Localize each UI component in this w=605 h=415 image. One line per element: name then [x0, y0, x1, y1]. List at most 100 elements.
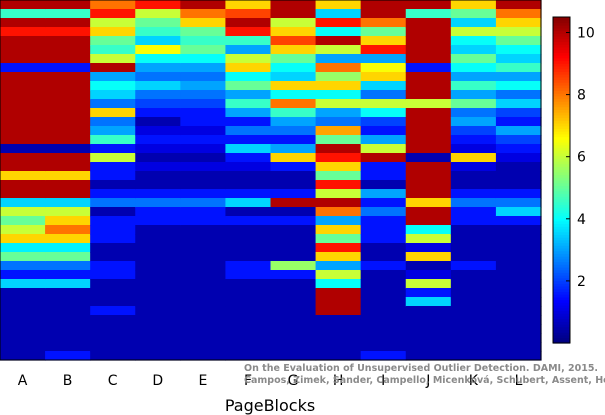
heatmap-cell [45, 18, 91, 28]
heatmap-cell [495, 171, 542, 181]
colorbar-band [553, 280, 570, 284]
heatmap-cell [0, 252, 46, 262]
heatmap-cell [270, 135, 317, 145]
heatmap-cell [495, 99, 542, 109]
heatmap-cell [0, 216, 46, 226]
heatmap-cell [270, 207, 317, 217]
heatmap-cell [45, 288, 91, 298]
heatmap-cell [495, 189, 542, 199]
x-tick-label: J [425, 373, 430, 389]
colorbar-band [553, 82, 570, 86]
heatmap-cell [90, 297, 136, 307]
heatmap-cell [270, 54, 317, 64]
colorbar-band [553, 17, 570, 21]
colorbar-band [553, 63, 570, 67]
heatmap-cell [495, 288, 542, 298]
colorbar-band [553, 275, 570, 279]
colorbar-band [553, 79, 570, 83]
heatmap-cell [450, 306, 497, 316]
heatmap-cell [225, 45, 272, 55]
heatmap-cell [45, 198, 91, 208]
heatmap-cell [180, 36, 227, 46]
heatmap-cell [405, 216, 452, 226]
heatmap-cell [180, 171, 227, 181]
heatmap-cell [360, 126, 407, 136]
heatmap-cell [90, 162, 136, 172]
heatmap-cell [360, 72, 407, 82]
colorbar-band [553, 95, 570, 100]
heatmap-cell [495, 153, 542, 163]
x-tick-label: D [152, 373, 163, 389]
heatmap-cell [0, 9, 46, 19]
heatmap-cell [270, 90, 317, 100]
heatmap-cell [45, 126, 91, 136]
heatmap-cell [405, 333, 452, 343]
heatmap-cell [0, 135, 46, 145]
heatmap-cell [360, 252, 407, 262]
heatmap-cell [135, 153, 181, 163]
heatmap-cell [360, 108, 407, 118]
colorbar-band [553, 294, 570, 298]
heatmap-cell [135, 351, 181, 361]
heatmap-cell [90, 9, 136, 19]
colorbar-band [553, 65, 570, 70]
heatmap-cell [270, 9, 317, 19]
heatmap-cell [0, 72, 46, 82]
heatmap-cell [45, 306, 91, 316]
colorbar-band [553, 27, 570, 32]
heatmap-cell [225, 117, 272, 127]
heatmap-cell [495, 81, 542, 91]
heatmap-cell [45, 324, 91, 334]
x-tick-label: E [198, 373, 207, 389]
heatmap-cell [45, 279, 91, 289]
heatmap-cell [45, 135, 91, 145]
heatmap-cell [225, 252, 272, 262]
heatmap-cell [225, 225, 272, 235]
colorbar-band [553, 237, 570, 241]
heatmap-cell [0, 306, 46, 316]
heatmap-cell [450, 207, 497, 217]
heatmap-cell [405, 54, 452, 64]
heatmap-cell [450, 270, 497, 280]
heatmap-cell [135, 171, 181, 181]
heatmap-cell [180, 81, 227, 91]
colorbar-band [553, 122, 570, 127]
heatmap-cell [450, 72, 497, 82]
colorbar-band [553, 93, 570, 97]
heatmap-cell [450, 126, 497, 136]
heatmap-cell [315, 270, 362, 280]
colorbar-band [553, 38, 570, 43]
colorbar-band [553, 41, 570, 45]
colorbar-band [553, 250, 570, 254]
colorbar-band [553, 136, 570, 140]
heatmap-cell [180, 288, 227, 298]
heatmap-cell [495, 216, 542, 226]
colorbar-band [553, 133, 570, 138]
heatmap-cell [495, 270, 542, 280]
colorbar-band [553, 228, 570, 233]
heatmap-cell [270, 153, 317, 163]
heatmap-cell [45, 54, 91, 64]
colorbar-band [553, 288, 570, 292]
heatmap-cell [270, 144, 317, 154]
heatmap-cell [315, 90, 362, 100]
heatmap-cell [90, 198, 136, 208]
heatmap-cell [225, 270, 272, 280]
colorbar-band [553, 207, 570, 211]
colorbar-band [553, 182, 570, 187]
heatmap-cell [495, 18, 542, 28]
heatmap-cell [45, 162, 91, 172]
colorbar-tick-label: 4 [577, 212, 586, 228]
heatmap-cell [315, 279, 362, 289]
heatmap-cell [495, 63, 542, 73]
heatmap-cell [180, 324, 227, 334]
heatmap-cell [225, 0, 272, 10]
heatmap-cell [360, 279, 407, 289]
heatmap-cell [450, 234, 497, 244]
colorbar-band [553, 307, 570, 311]
heatmap-cell [180, 189, 227, 199]
heatmap-cell [90, 315, 136, 325]
heatmap-cell [495, 243, 542, 253]
heatmap-cell [0, 54, 46, 64]
